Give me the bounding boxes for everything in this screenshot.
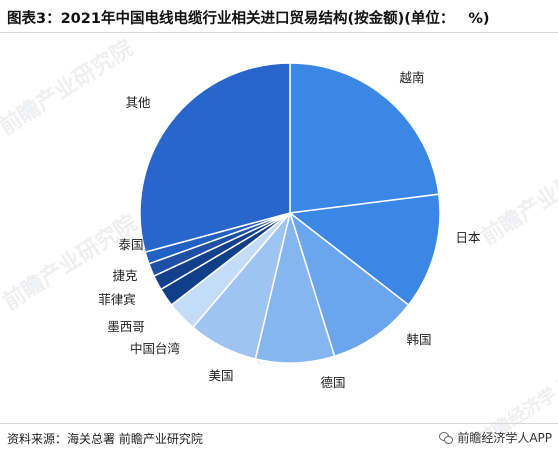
pie-label-1: 越南 bbox=[399, 70, 424, 85]
footer-divider bbox=[0, 423, 558, 424]
pie-slices bbox=[139, 62, 441, 364]
pie-slice-2 bbox=[288, 193, 441, 306]
pie-slice-3 bbox=[288, 210, 410, 358]
pie-label-3: 韩国 bbox=[406, 332, 431, 347]
pie-label-7: 墨西哥 bbox=[107, 319, 145, 334]
chart-title-unit: %) bbox=[468, 11, 490, 27]
pie-label-8: 菲律宾 bbox=[98, 292, 136, 307]
wechat-account-name: 前瞻经济学人APP bbox=[457, 431, 552, 445]
pie-label-10: 泰国 bbox=[118, 237, 143, 252]
chart-title: 图表3：2021年中国电线电缆行业相关进口贸易结构(按金额)(单位：%) bbox=[7, 7, 489, 28]
title-divider bbox=[0, 32, 558, 33]
pie-slice-11 bbox=[139, 62, 291, 254]
pie-label-4: 德国 bbox=[320, 375, 345, 390]
pie-label-2: 日本 bbox=[455, 230, 481, 245]
pie-label-5: 美国 bbox=[208, 368, 233, 383]
pie-slice-1 bbox=[289, 62, 440, 214]
pie-label-9: 捷克 bbox=[112, 268, 137, 283]
pie-label-6: 中国台湾 bbox=[130, 341, 180, 356]
wechat-account: 前瞻经济学人APP bbox=[439, 429, 552, 446]
wechat-icon bbox=[439, 431, 454, 444]
pie-label-11: 其他 bbox=[125, 95, 151, 110]
chart-title-main: 图表3：2021年中国电线电缆行业相关进口贸易结构(按金额)(单位： bbox=[7, 11, 455, 27]
source-note: 资料来源：海关总署 前瞻产业研究院 bbox=[7, 432, 203, 446]
